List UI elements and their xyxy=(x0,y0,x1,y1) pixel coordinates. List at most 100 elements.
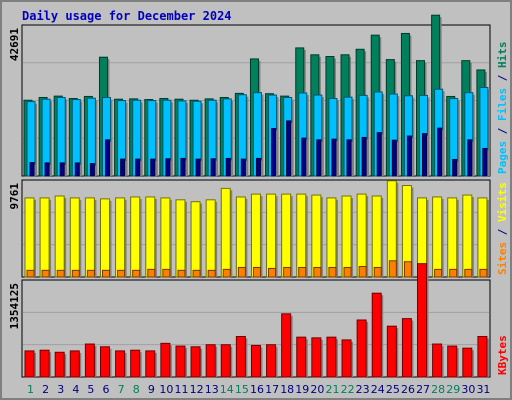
bar-fill xyxy=(205,344,216,378)
bar-fill xyxy=(373,266,382,278)
day-label: 23 xyxy=(356,383,370,396)
bar-fill xyxy=(99,346,110,378)
bar-fill xyxy=(286,120,292,177)
pages-bar xyxy=(44,162,52,177)
day-label: 16 xyxy=(250,383,264,396)
day-label: 20 xyxy=(310,383,324,396)
bar-fill xyxy=(175,345,186,378)
legend-part-4: Hits xyxy=(496,42,509,69)
visits-bar xyxy=(281,193,293,278)
bar-fill xyxy=(401,318,412,378)
bar-fill xyxy=(271,127,277,177)
kbytes-bar xyxy=(356,319,369,378)
bar-fill xyxy=(341,339,352,378)
kbytes-bar xyxy=(341,339,354,378)
visits-bar xyxy=(462,194,474,278)
pages-bar xyxy=(195,158,203,177)
day-label: 30 xyxy=(461,383,475,396)
bar-fill xyxy=(210,158,216,177)
pages-bar xyxy=(467,139,474,177)
bar-fill xyxy=(331,138,337,177)
bar-fill xyxy=(361,136,367,177)
bar-fill xyxy=(281,313,292,378)
pages-bar xyxy=(301,137,308,177)
bar-fill xyxy=(26,269,35,278)
kbytes-bar xyxy=(386,325,399,378)
bar-fill xyxy=(437,127,443,177)
bar-fill xyxy=(311,194,322,278)
day-labels: 1 2 3 4 5 6 7 8 9 10 11 12 13 14 15 16 17 18 19 20 21 22 23 24 2… xyxy=(27,383,490,396)
kbytes-bar xyxy=(145,350,157,378)
bar-fill xyxy=(346,139,352,177)
bar-fill xyxy=(222,268,231,278)
bar-fill xyxy=(175,199,186,278)
sites-bar xyxy=(192,269,203,278)
bar-fill xyxy=(268,267,277,278)
legend-part-0: KBytes xyxy=(496,335,509,375)
bar-fill xyxy=(316,139,322,177)
day-label: 7 xyxy=(118,383,125,396)
bar-fill xyxy=(162,268,171,278)
bar-fill xyxy=(311,337,322,378)
kbytes-bar xyxy=(296,336,308,378)
visits-bar xyxy=(477,197,489,278)
day-label: 28 xyxy=(431,383,445,396)
bar-fill xyxy=(190,201,201,278)
day-label: 31 xyxy=(476,383,490,396)
sites-bar xyxy=(283,266,293,278)
bar-fill xyxy=(266,344,277,378)
chart-title: Daily usage for December 2024 xyxy=(22,9,232,23)
sites-bar xyxy=(162,268,172,278)
sites-bar xyxy=(464,268,474,278)
y-max-label: 1354125 xyxy=(8,283,21,329)
bar-fill xyxy=(403,261,412,278)
bar-fill xyxy=(101,269,110,278)
kbytes-bar xyxy=(190,346,203,378)
day-label: 9 xyxy=(148,383,155,396)
visits-bar xyxy=(145,196,157,278)
legend-part-2: Files xyxy=(496,88,509,121)
bar-fill xyxy=(29,162,35,177)
kbytes-bar xyxy=(39,349,52,378)
bar-fill xyxy=(235,335,246,378)
kbytes-bar xyxy=(447,345,459,378)
kbytes-bar xyxy=(205,344,218,378)
legend-part-0: Sites xyxy=(496,242,509,275)
sites-bar xyxy=(101,269,112,278)
pages-bar xyxy=(89,163,97,177)
sites-bar xyxy=(358,266,369,278)
bar-fill xyxy=(326,197,337,278)
legend: Pages / Files / Hits xyxy=(496,42,509,175)
bar-fill xyxy=(235,196,246,278)
pages-bar xyxy=(452,158,459,177)
bar-fill xyxy=(432,196,443,278)
bar-fill xyxy=(147,268,156,278)
bar-fill xyxy=(296,336,307,378)
bar-fill xyxy=(283,266,292,278)
visits-bar xyxy=(99,198,112,278)
bar-fill xyxy=(417,263,428,378)
bar-fill xyxy=(207,269,216,278)
bar-fill xyxy=(220,187,231,278)
legend-part-0: Pages xyxy=(496,141,509,174)
kbytes-bar xyxy=(281,313,293,378)
sites-bar xyxy=(26,269,36,278)
bar-fill xyxy=(180,157,186,177)
pages-bar xyxy=(240,158,248,177)
bar-fill xyxy=(477,335,488,378)
visits-bar xyxy=(190,201,203,278)
pages-bar xyxy=(210,158,218,177)
sites-bar xyxy=(177,269,187,278)
bar-fill xyxy=(130,196,141,278)
bar-fill xyxy=(356,193,367,278)
bar-fill xyxy=(452,158,458,177)
pages-bar xyxy=(482,147,489,177)
visits-bar xyxy=(205,199,218,278)
bar-fill xyxy=(343,266,352,278)
sites-bar xyxy=(343,266,354,278)
visits-bar xyxy=(250,193,263,278)
kbytes-bar xyxy=(115,350,127,378)
sites-bar xyxy=(56,269,67,278)
sites-bar xyxy=(479,268,489,278)
day-label: 3 xyxy=(57,383,64,396)
